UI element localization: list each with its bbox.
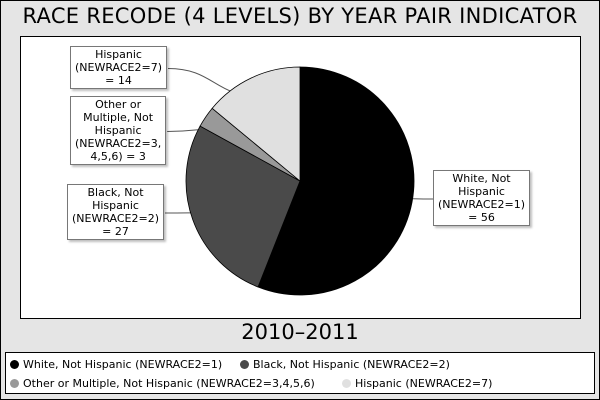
legend-swatch xyxy=(10,379,19,388)
legend-item-black: Black, Not Hispanic (NEWRACE2=2) xyxy=(240,358,450,371)
legend-label: Hispanic (NEWRACE2=7) xyxy=(355,377,493,390)
legend-swatch xyxy=(342,379,351,388)
slice-label-white: White, Not Hispanic (NEWRACE2=1) = 56 xyxy=(433,170,531,226)
chart-subtitle: 2010–2011 xyxy=(241,320,359,344)
legend-item-white: White, Not Hispanic (NEWRACE2=1) xyxy=(10,358,222,371)
pie-chart xyxy=(164,66,435,296)
legend-item-hispanic: Hispanic (NEWRACE2=7) xyxy=(342,377,492,390)
legend-swatch xyxy=(240,360,249,369)
pie-slice-black xyxy=(185,125,301,288)
legend-swatch xyxy=(10,360,19,369)
slice-label-other: Other or Multiple, Not Hispanic (NEWRACE… xyxy=(70,96,167,165)
legend: White, Not Hispanic (NEWRACE2=1) Black, … xyxy=(5,352,595,394)
pie-slice-white xyxy=(257,66,415,296)
legend-label: White, Not Hispanic (NEWRACE2=1) xyxy=(23,358,223,371)
slice-label-black: Black, Not Hispanic (NEWRACE2=2) = 27 xyxy=(67,184,165,240)
legend-label: Black, Not Hispanic (NEWRACE2=2) xyxy=(253,358,450,371)
slice-label-hispanic: Hispanic (NEWRACE2=7) = 14 xyxy=(70,46,168,89)
legend-label: Other or Multiple, Not Hispanic (NEWRACE… xyxy=(23,377,315,390)
legend-item-other: Other or Multiple, Not Hispanic (NEWRACE… xyxy=(10,377,315,390)
chart-title: RACE RECODE (4 LEVELS) BY YEAR PAIR INDI… xyxy=(22,4,578,28)
plot-area: White, Not Hispanic (NEWRACE2=1) = 56 Bl… xyxy=(20,36,581,319)
pie-slice-hispanic xyxy=(211,66,301,182)
